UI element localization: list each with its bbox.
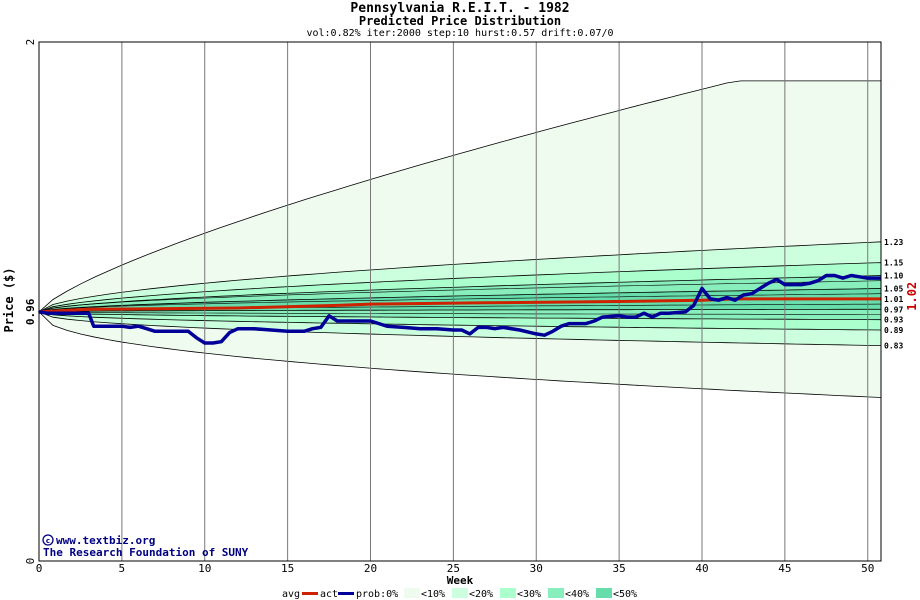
legend-act-label: act <box>320 589 338 600</box>
y-tick-label: 0.96 <box>24 298 37 325</box>
band-end-label: 1.15 <box>884 259 903 268</box>
legend-band-label: <10% <box>421 589 445 600</box>
legend-act-swatch <box>338 592 354 595</box>
y-axis-label: Price ($) <box>2 267 16 332</box>
x-tick-label: 20 <box>364 562 377 575</box>
legend-band-label: <40% <box>565 589 589 600</box>
copyright-icon-glyph: c <box>46 537 50 545</box>
plot-area: 0 5 10 15 20 25 30 35 40 45 5000.9621.231.151.101.… <box>24 39 919 575</box>
x-tick-label: 35 <box>612 562 625 575</box>
x-tick-label: 10 <box>198 562 211 575</box>
band-end-label: 1.23 <box>884 238 903 247</box>
x-tick-label: 50 <box>861 562 874 575</box>
legend-prob-label: prob:0% <box>356 589 398 600</box>
plot-border <box>38 41 882 562</box>
band-end-label: 0.97 <box>884 305 903 314</box>
band-end-label: 0.89 <box>884 326 903 335</box>
legend-band-label: <20% <box>469 589 493 600</box>
x-tick-label: 15 <box>281 562 294 575</box>
chart-subtitle: Predicted Price Distribution <box>359 14 561 28</box>
legend-band-label: <50% <box>613 589 637 600</box>
x-tick-label: 25 <box>447 562 460 575</box>
y-tick-label: 2 <box>24 39 37 46</box>
band-end-label: 1.05 <box>884 285 903 294</box>
band-inner-line <box>38 311 881 315</box>
credit-url[interactable]: www.textbiz.org <box>56 534 155 547</box>
x-tick-label: 30 <box>530 562 543 575</box>
y-tick-label: 0 <box>24 558 37 565</box>
legend-band-swatch <box>452 588 468 598</box>
legend-avg-swatch <box>302 592 318 595</box>
legend-band-swatch <box>596 588 612 598</box>
chart-title: Pennsylvania R.E.I.T. - 1982 <box>350 1 569 16</box>
legend-band-label: <30% <box>517 589 541 600</box>
x-tick-label: 5 <box>119 562 126 575</box>
credits: c www.textbiz.org The Research Foundatio… <box>42 534 249 559</box>
legend-band-swatch <box>548 588 564 598</box>
x-tick-label: 40 <box>695 562 708 575</box>
credit-org: The Research Foundation of SUNY <box>43 546 249 559</box>
chart-params: vol:0.82% iter:2000 step:10 hurst:0.57 d… <box>306 28 613 39</box>
band-end-label: 0.83 <box>884 342 903 351</box>
x-tick-label: 0 <box>36 562 43 575</box>
legend-avg-label: avg <box>282 589 300 600</box>
actual-series-line <box>38 273 881 345</box>
band-end-label: 0.93 <box>884 316 903 325</box>
legend: avg act prob:0% <10% <20% <30% <40% <50% <box>282 588 637 600</box>
copyright-icon <box>42 534 54 546</box>
band-inner-line <box>38 280 882 313</box>
band-end-label: 1.10 <box>884 272 903 281</box>
x-tick-label: 45 <box>778 562 791 575</box>
x-axis-label: Week <box>447 574 474 587</box>
legend-band-swatch <box>404 588 420 598</box>
band-end-label: 1.01 <box>884 295 903 304</box>
legend-band-swatch <box>500 588 516 598</box>
last-actual-value-label: 1.02 <box>905 282 919 311</box>
